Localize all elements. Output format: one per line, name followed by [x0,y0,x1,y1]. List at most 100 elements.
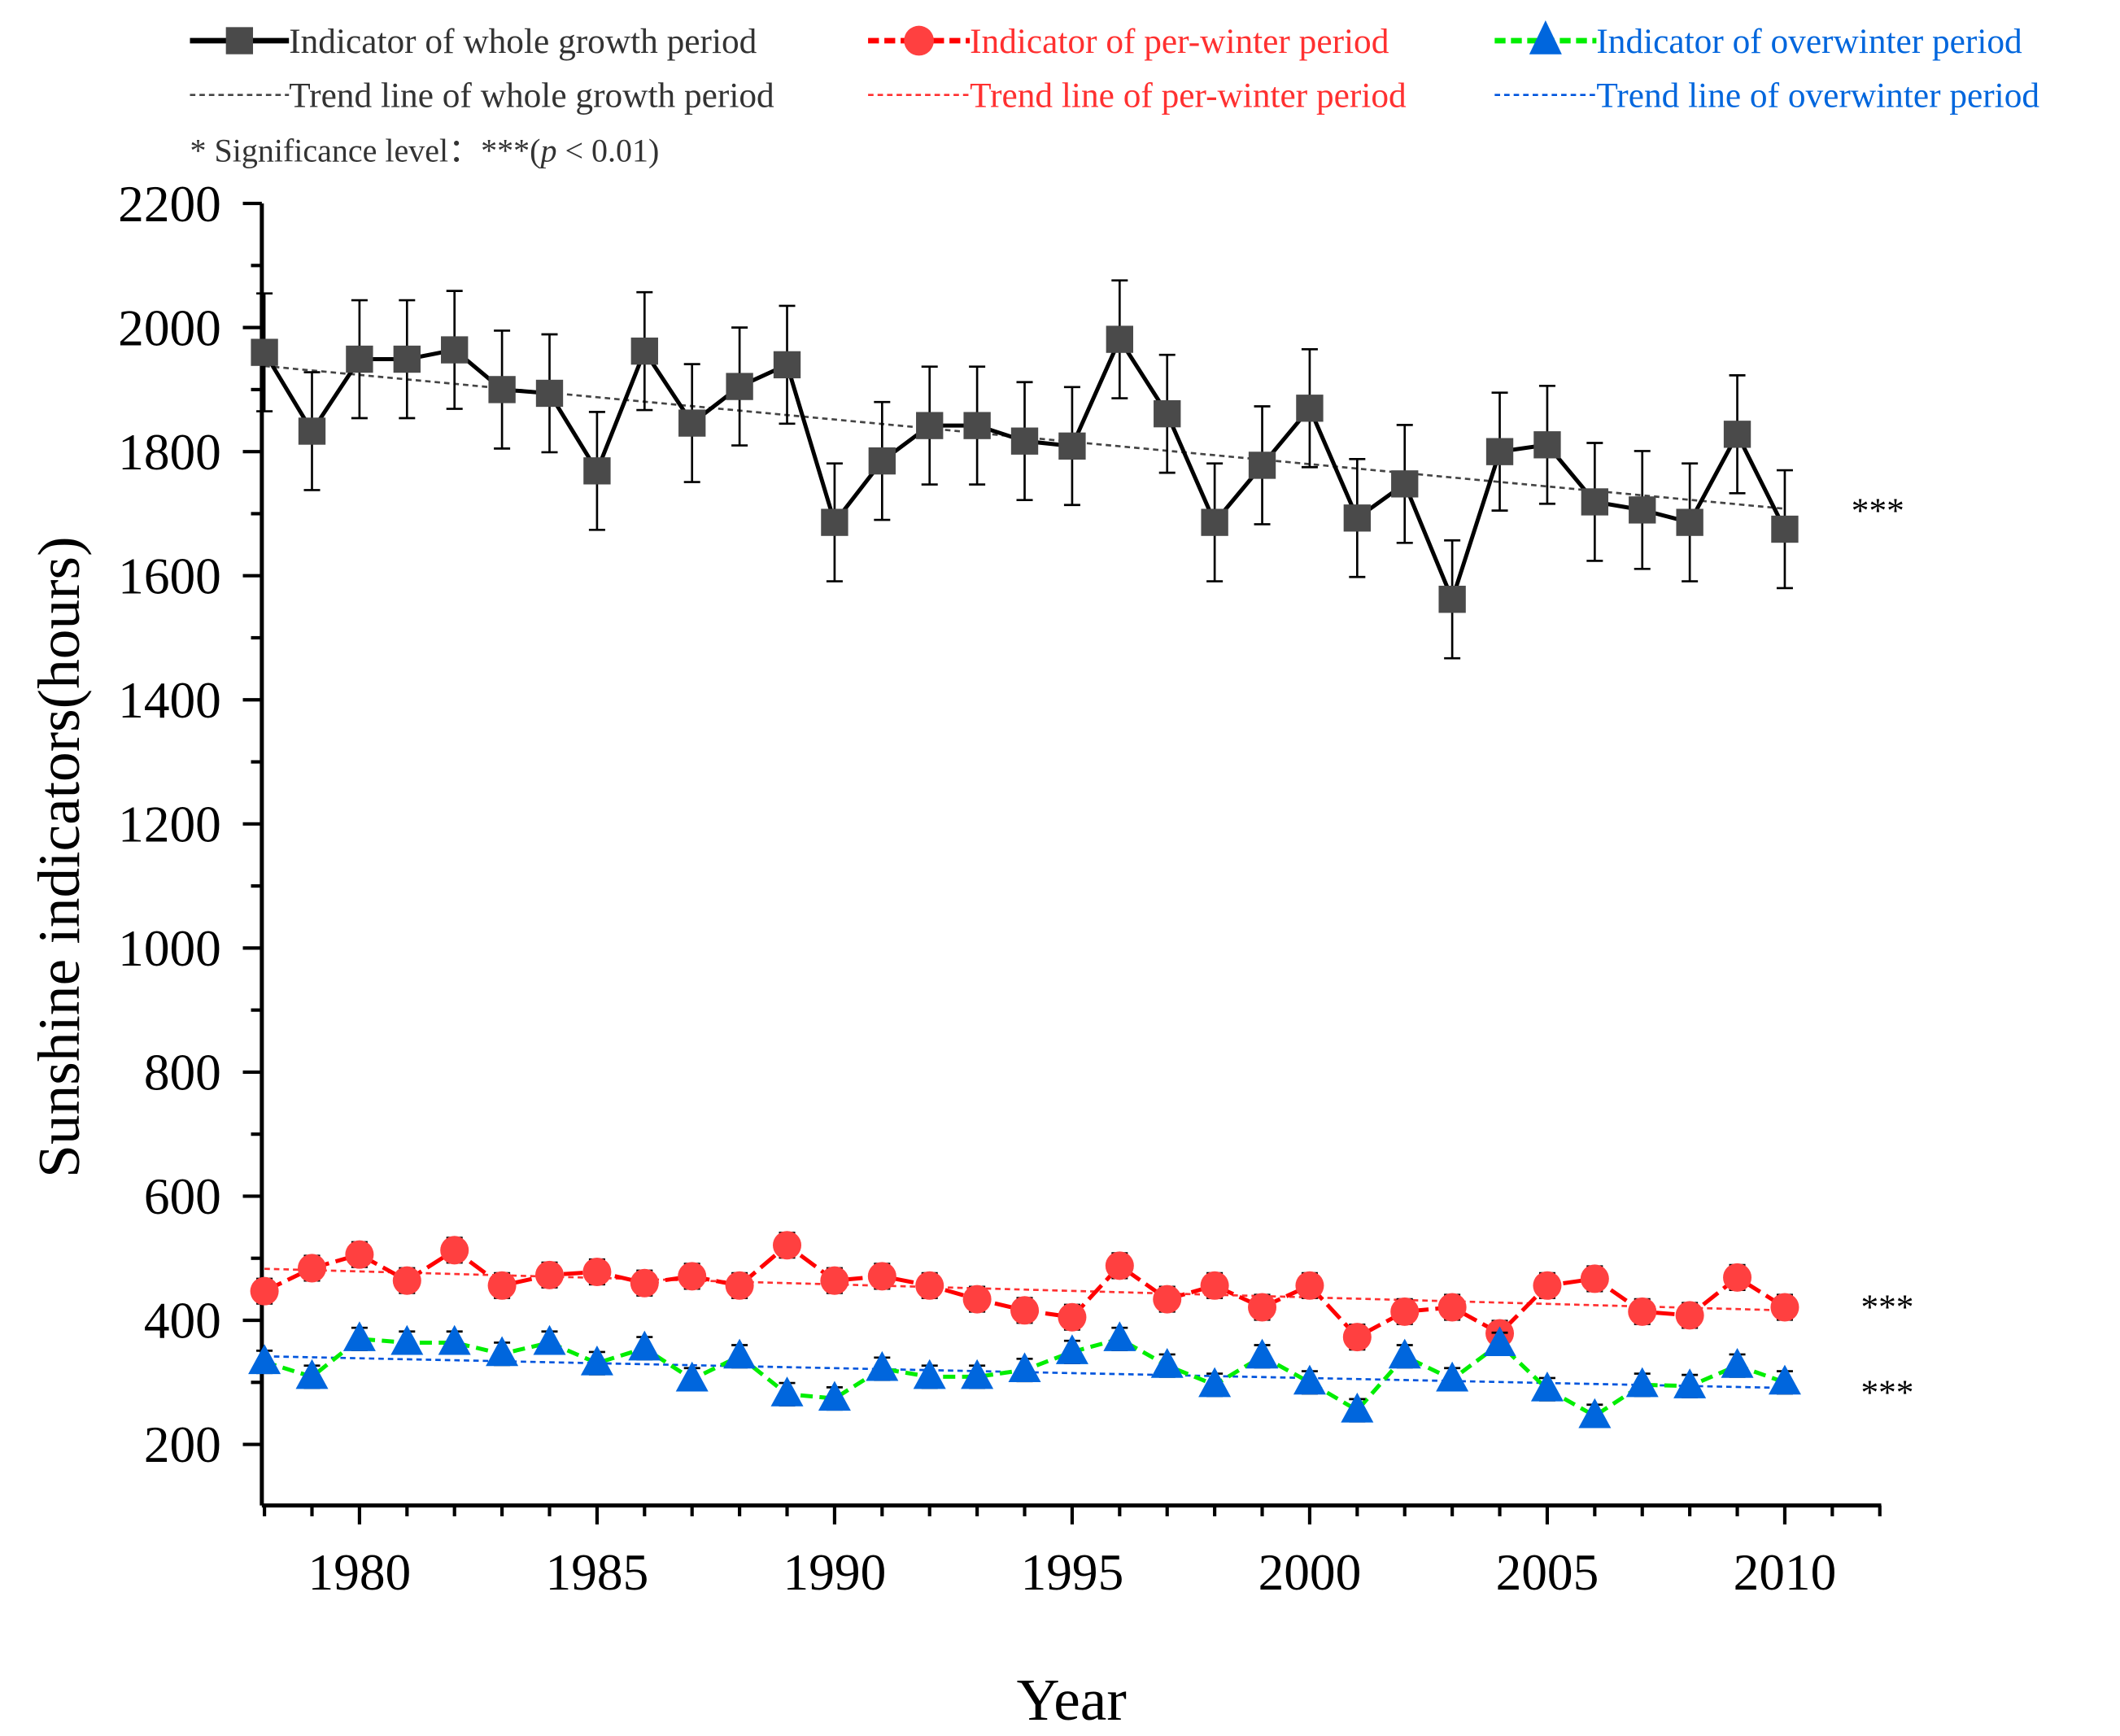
data-point [393,345,421,373]
y-tick-label: 1000 [118,920,221,977]
x-axis-label: Year [1017,1667,1127,1733]
data-point [1675,1301,1704,1330]
data-point [1771,515,1799,543]
data-point [1201,508,1228,536]
x-tick-label: 1980 [308,1544,412,1601]
data-point [1770,1293,1799,1322]
data-point [1055,1334,1088,1364]
data-point [1296,395,1324,422]
series-square [251,279,1799,660]
data-point [533,1324,566,1355]
axes: 200 400 600 800 1000 1200 1400 1600 1800 2000 2200… [118,176,1882,1601]
y-axis-label: Sunshine indicators(hours) [26,536,92,1177]
legend-label: Trend line of whole growth period [289,76,774,116]
legend-label: Indicator of per-winter period [970,22,1389,61]
data-point [583,457,611,485]
data-point [630,1268,659,1298]
data-point [1388,1338,1421,1369]
data-point [1533,431,1561,459]
x-tick-label: 1985 [546,1544,649,1601]
data-point [678,1262,707,1291]
data-point [913,1359,946,1389]
data-point [486,1336,519,1367]
data-point [628,1330,661,1361]
significance-marker: *** [1860,1288,1913,1327]
data-point [868,447,896,475]
significance-marker: *** [1860,1373,1913,1412]
data-point [1248,451,1276,479]
series-triangle [248,1321,1801,1428]
data-point [346,345,373,373]
data-point [488,376,516,403]
data-point [1058,432,1086,460]
data-point [1485,438,1514,465]
data-point [1008,1352,1041,1383]
data-point [726,373,753,400]
data-point [1153,1285,1182,1314]
series-circle [250,1231,1799,1352]
data-point [250,1276,279,1306]
significance-note-threshold: < 0.01) [556,132,659,168]
data-point [438,1324,471,1355]
data-point [723,1338,757,1369]
data-point [1248,1293,1277,1322]
data-point [1629,496,1656,524]
data-point [1723,421,1751,448]
data-point [1721,1348,1754,1378]
data-point [1625,1367,1659,1398]
data-point [1673,1368,1707,1398]
data-point [440,1236,469,1265]
data-point [818,1381,851,1411]
data-point [773,351,801,379]
data-point [582,1258,612,1287]
data-point [915,1271,944,1300]
y-tick-label: 600 [144,1168,221,1225]
data-point [773,1231,802,1260]
significance-note-p: p [538,132,556,168]
data-point [1723,1263,1752,1292]
data-point [580,1345,613,1376]
y-tick-label: 2000 [118,299,221,356]
significance-marker: *** [1852,491,1904,530]
data-point [867,1262,896,1291]
y-tick-label: 1200 [118,796,221,853]
legend-marker [1529,20,1562,55]
legend-marker [225,27,254,55]
legend-label: Indicator of whole growth period [289,22,757,61]
data-point [1293,1364,1326,1395]
data-point [1580,1264,1609,1293]
y-tick-label: 400 [144,1293,221,1350]
data-point [1436,1361,1469,1392]
data-point [1483,1326,1516,1356]
data-point [1150,1348,1184,1378]
data-point [961,1359,994,1389]
data-point [1342,1323,1372,1352]
data-point [1106,325,1133,353]
x-tick-label: 1995 [1021,1544,1124,1601]
significance-note: * Significance level：***(p < 0.01) [190,132,659,168]
legend-label: Trend line of overwinter period [1596,76,2039,116]
data-point [534,1260,565,1289]
data-point [1198,1367,1232,1398]
data-point [1581,488,1609,516]
data-point [295,1359,329,1389]
data-point [1010,1296,1040,1325]
data-point [1058,1302,1087,1332]
trend-lines: *** *** *** [264,364,1913,1412]
data-point [675,1361,709,1392]
y-tick-label: 1400 [118,672,221,729]
y-tick-label: 2200 [118,176,221,233]
data-point [630,337,658,365]
data-point [1200,1271,1229,1300]
data-point [248,1344,281,1375]
x-tick-label: 2010 [1734,1544,1837,1601]
data-point [725,1271,754,1300]
data-point [1295,1271,1324,1300]
data-point [345,1240,374,1269]
y-tick-label: 800 [144,1045,221,1101]
data-point [1010,427,1039,455]
data-point [1391,470,1419,498]
data-point [297,1254,327,1283]
data-point [821,508,848,536]
